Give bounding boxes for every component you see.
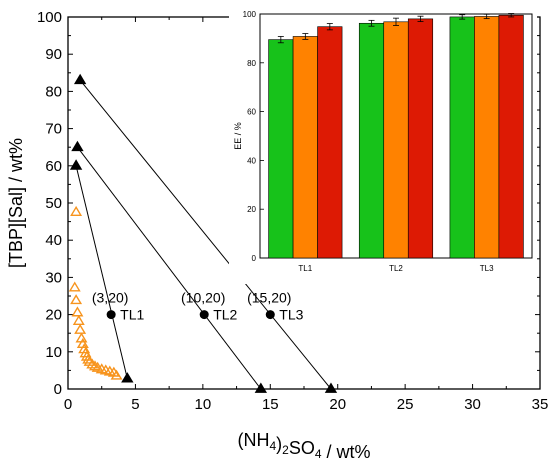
binodal-point	[110, 369, 123, 380]
inset-bar	[383, 21, 409, 259]
tie-line-top-point	[73, 73, 87, 85]
x-tick-label: 20	[329, 396, 346, 413]
x-tick-label: 35	[532, 396, 549, 413]
inset-bar	[474, 16, 500, 259]
inset-y-tick-label: 0	[252, 254, 257, 263]
binodal-point	[78, 343, 91, 354]
tie-line-label: TL1	[120, 307, 144, 323]
x-axis-title: (NH4)2SO4 / wt%	[237, 430, 370, 459]
y-tick-label: 0	[54, 381, 62, 398]
inset-bar	[292, 36, 318, 259]
x-tick-label: 10	[195, 396, 212, 413]
tie-line-top-point	[71, 140, 84, 152]
inset-y-tick-label: 60	[247, 108, 256, 117]
inset-y-axis-title: EE / %	[233, 122, 243, 150]
binodal-point	[74, 323, 87, 334]
binodal-point	[71, 306, 84, 317]
y-tick-label: 10	[45, 344, 62, 361]
tie-line	[77, 146, 262, 390]
inset-bar	[449, 16, 475, 259]
inset-y-tick-label: 40	[247, 156, 256, 165]
tie-line-bottom-point	[254, 382, 268, 393]
mixture-point-label: (15,20)	[247, 290, 291, 306]
inset-bar	[407, 18, 434, 259]
inset-y-tick-label: 100	[243, 10, 257, 19]
tie-line-mixture-point	[265, 310, 275, 320]
y-tick-label: 50	[45, 195, 62, 212]
tie-line-bottom-point	[121, 372, 134, 383]
inset-bar	[498, 14, 524, 259]
inset-x-tick-label: TL3	[480, 264, 494, 273]
tie-line-top-point	[69, 159, 83, 170]
inset-y-tick-label: 20	[247, 205, 256, 214]
binodal-point	[68, 281, 81, 292]
tie-line-bottom-point	[324, 382, 338, 393]
x-tick-label: 30	[464, 396, 481, 413]
tie-line-mixture-point	[106, 310, 116, 320]
y-tick-label: 30	[45, 269, 62, 286]
y-tick-label: 70	[45, 121, 62, 138]
binodal-point	[88, 360, 101, 371]
binodal-point	[72, 314, 85, 325]
mixture-point-label: (10,20)	[181, 290, 225, 306]
tie-line-label: TL2	[213, 307, 237, 323]
y-tick-label: 60	[45, 158, 62, 175]
y-axis-title: [TBP][Sal] / wt%	[6, 138, 26, 268]
x-tick-label: 5	[131, 396, 139, 413]
tie-line-label: TL3	[279, 307, 303, 323]
binodal-point	[70, 294, 83, 305]
y-tick-label: 40	[45, 232, 62, 249]
inset-x-tick-label: TL1	[298, 264, 312, 273]
inset-x-tick-label: TL2	[389, 264, 403, 273]
mixture-point-label: (3,20)	[92, 290, 129, 306]
inset-bar	[358, 22, 385, 259]
x-tick-label: 0	[64, 396, 72, 413]
inset-bar	[317, 26, 343, 259]
binodal-point	[86, 358, 99, 369]
y-tick-label: 100	[37, 9, 62, 26]
y-tick-label: 90	[45, 46, 62, 63]
y-tick-label: 80	[45, 83, 62, 100]
binodal-point	[70, 205, 83, 217]
tie-line	[75, 165, 128, 379]
tie-line	[79, 79, 332, 390]
x-tick-label: 15	[262, 396, 279, 413]
y-tick-label: 20	[45, 307, 62, 324]
x-tick-label: 25	[397, 396, 414, 413]
inset-y-tick-label: 80	[247, 59, 256, 68]
tie-line-mixture-point	[199, 310, 209, 320]
inset-bar	[268, 39, 294, 259]
